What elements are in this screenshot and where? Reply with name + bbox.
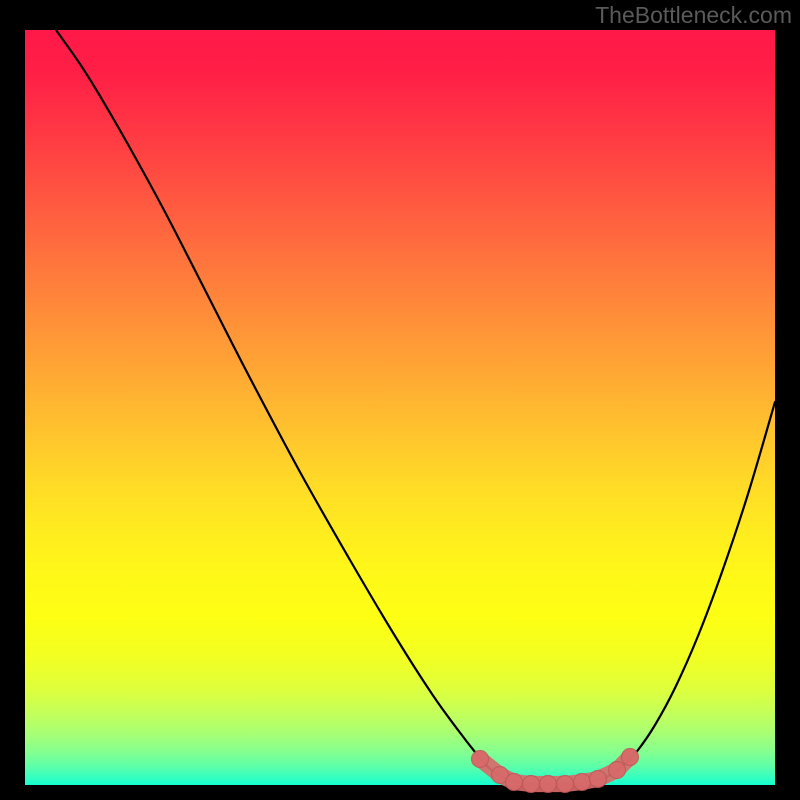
- plot-area: [25, 30, 775, 785]
- chart-container: TheBottleneck.com: [0, 0, 800, 800]
- watermark-text: TheBottleneck.com: [595, 2, 792, 29]
- border-bottom: [0, 785, 800, 800]
- border-right: [775, 0, 800, 800]
- border-left: [0, 0, 25, 800]
